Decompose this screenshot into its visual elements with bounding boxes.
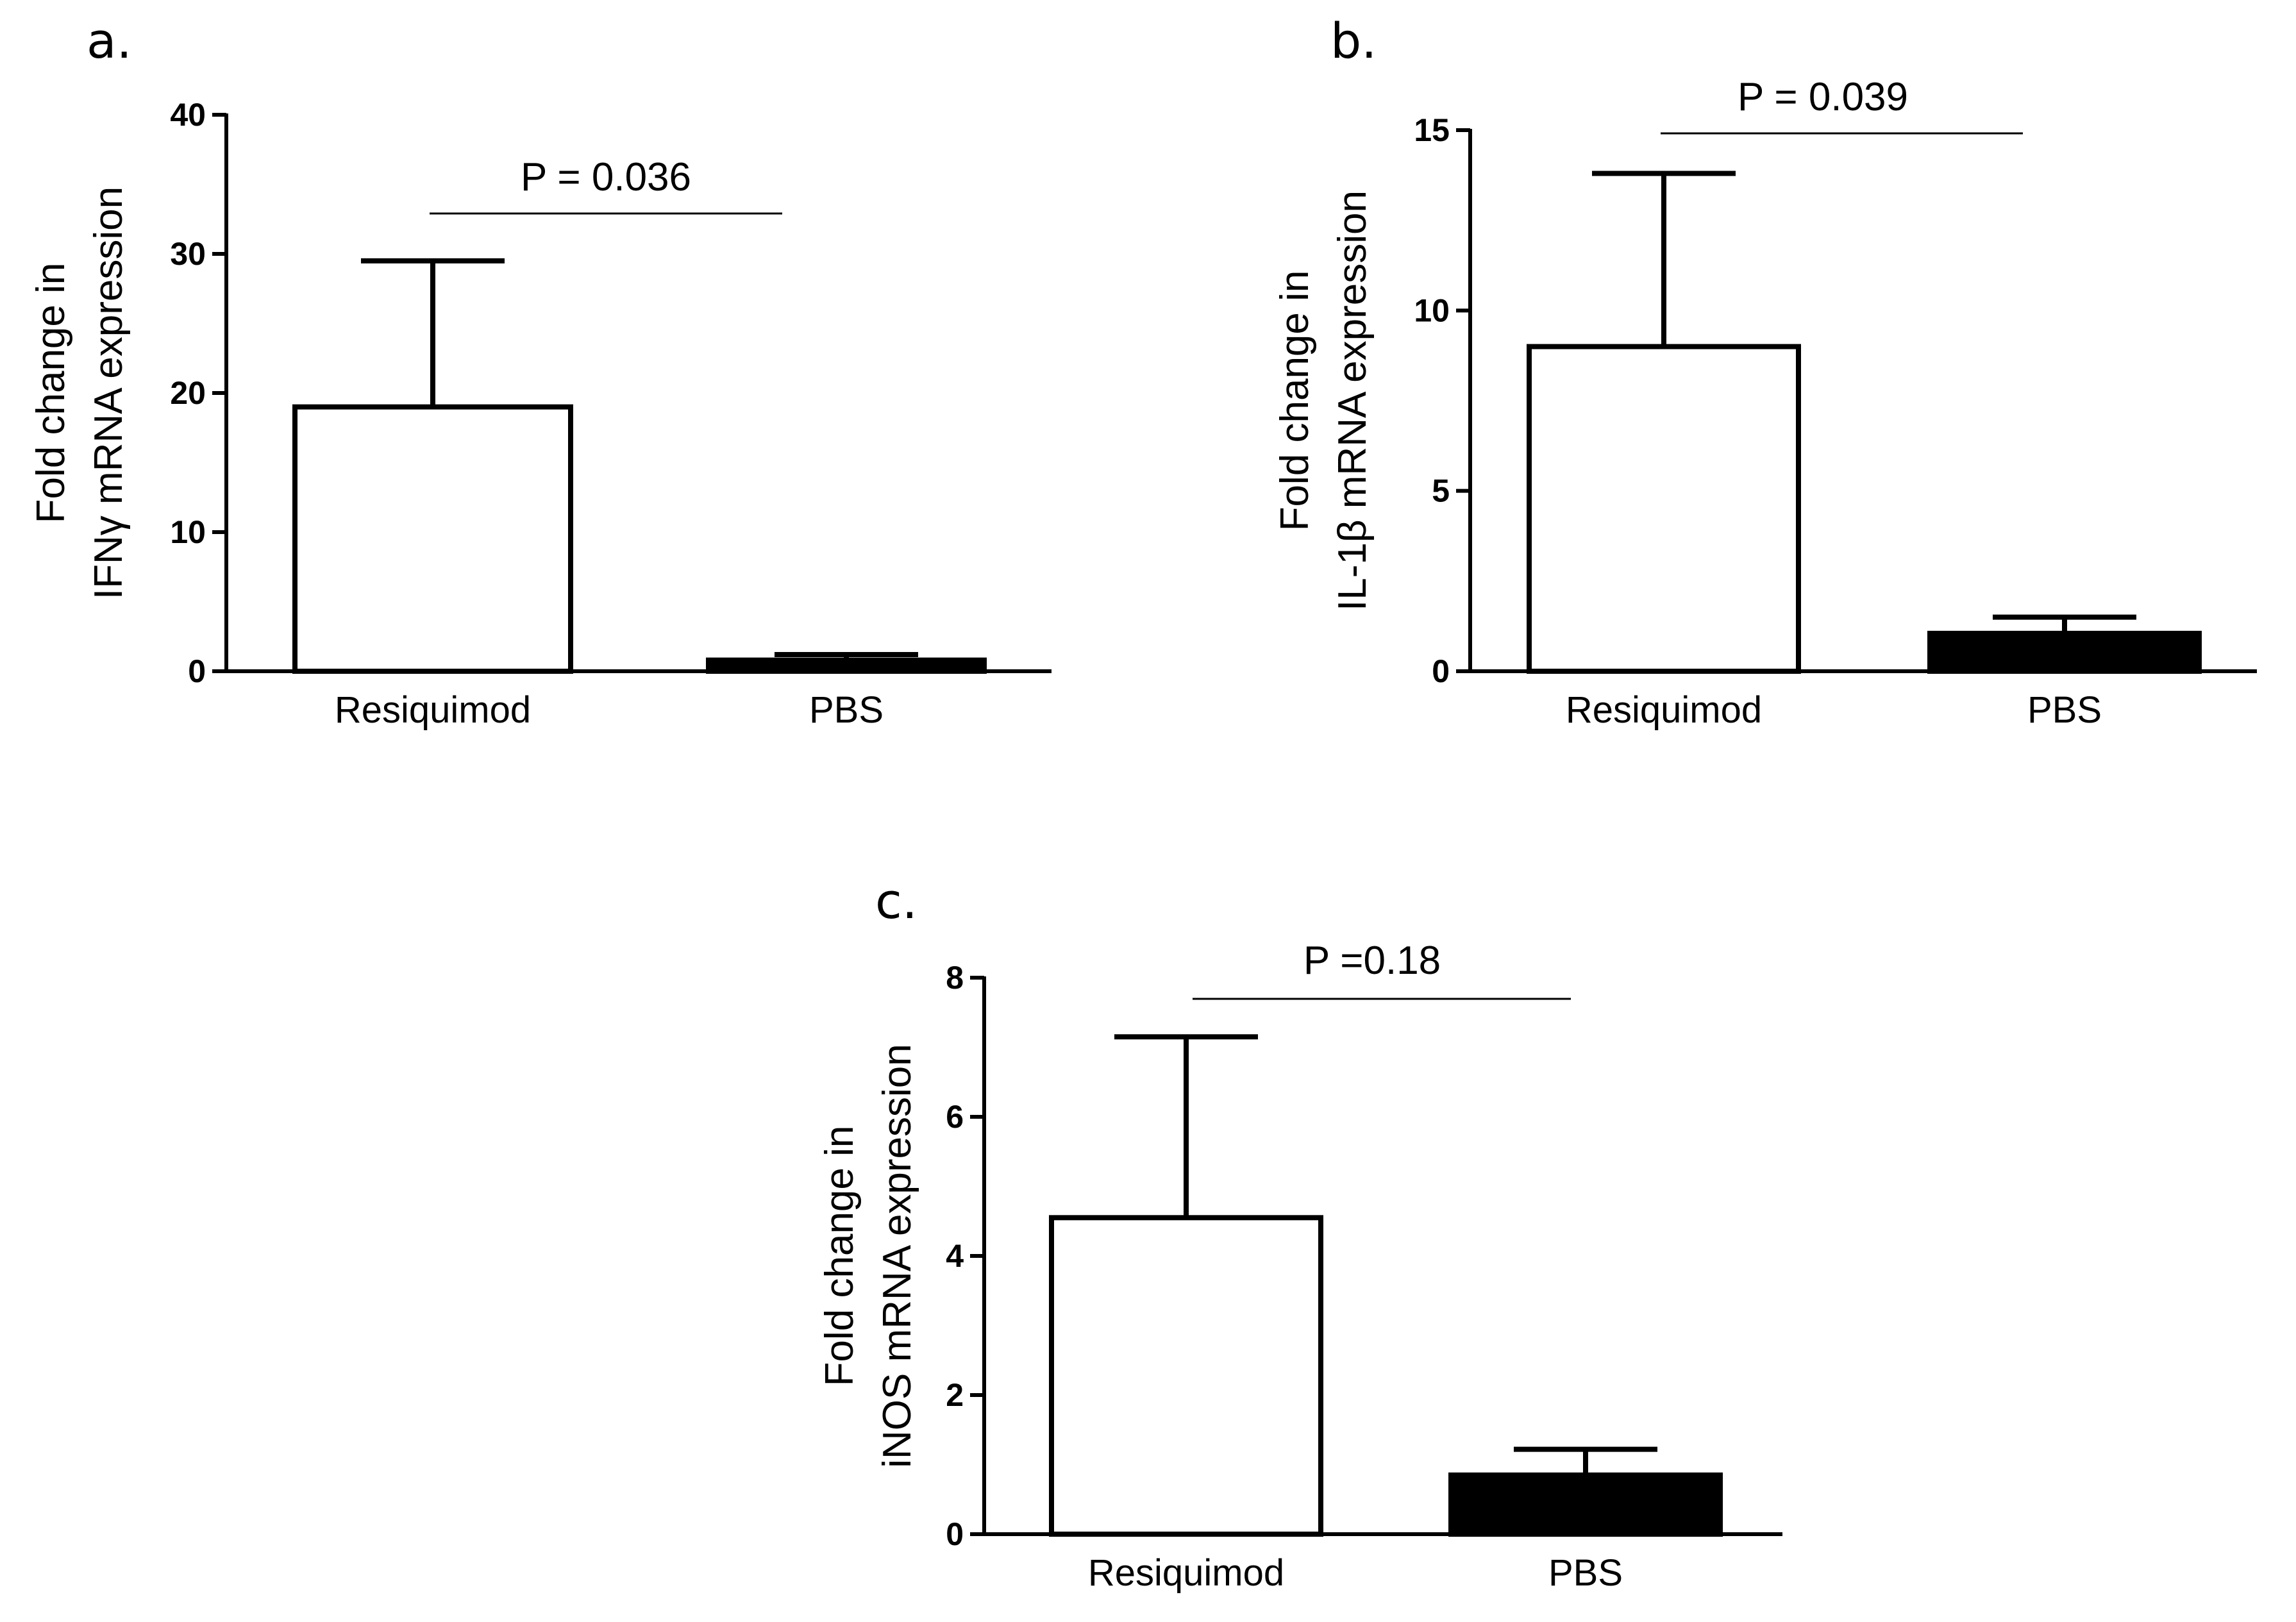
y-axis-label: Fold change in IL-1β mRNA expression — [1273, 190, 1375, 611]
chart-panel-3: c. 0 2 4 6 8 Fold change in iNOS mRNA expressio… — [817, 873, 1782, 1594]
x-category-label: PBS — [809, 689, 884, 731]
y-tick-label: 8 — [946, 960, 964, 996]
bar — [1927, 630, 2202, 674]
bar — [706, 657, 987, 674]
bar — [1049, 1215, 1323, 1537]
y-tick-label: 6 — [946, 1099, 964, 1135]
x-category-label: PBS — [2027, 689, 2102, 731]
y-axis-label-line: IFNγ mRNA expression — [87, 187, 131, 599]
y-tick-label: 0 — [188, 653, 206, 689]
y-tick-label: 10 — [170, 514, 206, 550]
p-value-annotation: P =0.18 — [1303, 939, 1441, 983]
y-tick-label: 40 — [170, 97, 206, 133]
y-tick-label: 5 — [1432, 473, 1450, 509]
y-axis-label-line: Fold change in — [29, 263, 73, 524]
chart-panel-1: a. 0 10 20 30 40 Fold change in IFNγ mRNA expre… — [29, 12, 1052, 731]
x-category-label: Resiquimod — [335, 689, 531, 731]
y-tick-label: 15 — [1414, 112, 1450, 148]
bar — [292, 404, 573, 674]
bar — [1527, 344, 1801, 674]
y-axis-label-line: Fold change in — [1273, 271, 1317, 531]
bar — [1448, 1472, 1723, 1537]
y-axis-label: Fold change in iNOS mRNA expression — [817, 1044, 919, 1468]
panel-label: c. — [875, 873, 918, 930]
panel-label: a. — [87, 12, 132, 69]
y-tick-label: 0 — [1432, 653, 1450, 689]
x-category-label: Resiquimod — [1566, 689, 1762, 731]
y-tick-label: 4 — [946, 1238, 964, 1274]
y-axis-label: Fold change in IFNγ mRNA expression — [29, 187, 131, 599]
y-tick-label: 2 — [946, 1377, 964, 1413]
x-category-label: PBS — [1548, 1552, 1623, 1594]
y-axis-label-line: Fold change in — [817, 1126, 862, 1387]
y-tick-label: 10 — [1414, 292, 1450, 328]
y-tick-label: 30 — [170, 236, 206, 272]
chart-panel-2: b. 0 5 10 15 Fold change in IL-1β mRNA express… — [1273, 12, 2257, 731]
y-axis-label-line: IL-1β mRNA expression — [1330, 190, 1375, 611]
p-value-annotation: P = 0.039 — [1738, 75, 1908, 119]
y-tick-label: 0 — [946, 1516, 964, 1552]
y-tick-label: 20 — [170, 375, 206, 411]
y-axis-label-line: iNOS mRNA expression — [875, 1044, 919, 1468]
p-value-annotation: P = 0.036 — [521, 155, 691, 199]
panel-label: b. — [1330, 12, 1377, 69]
x-category-label: Resiquimod — [1088, 1552, 1284, 1594]
